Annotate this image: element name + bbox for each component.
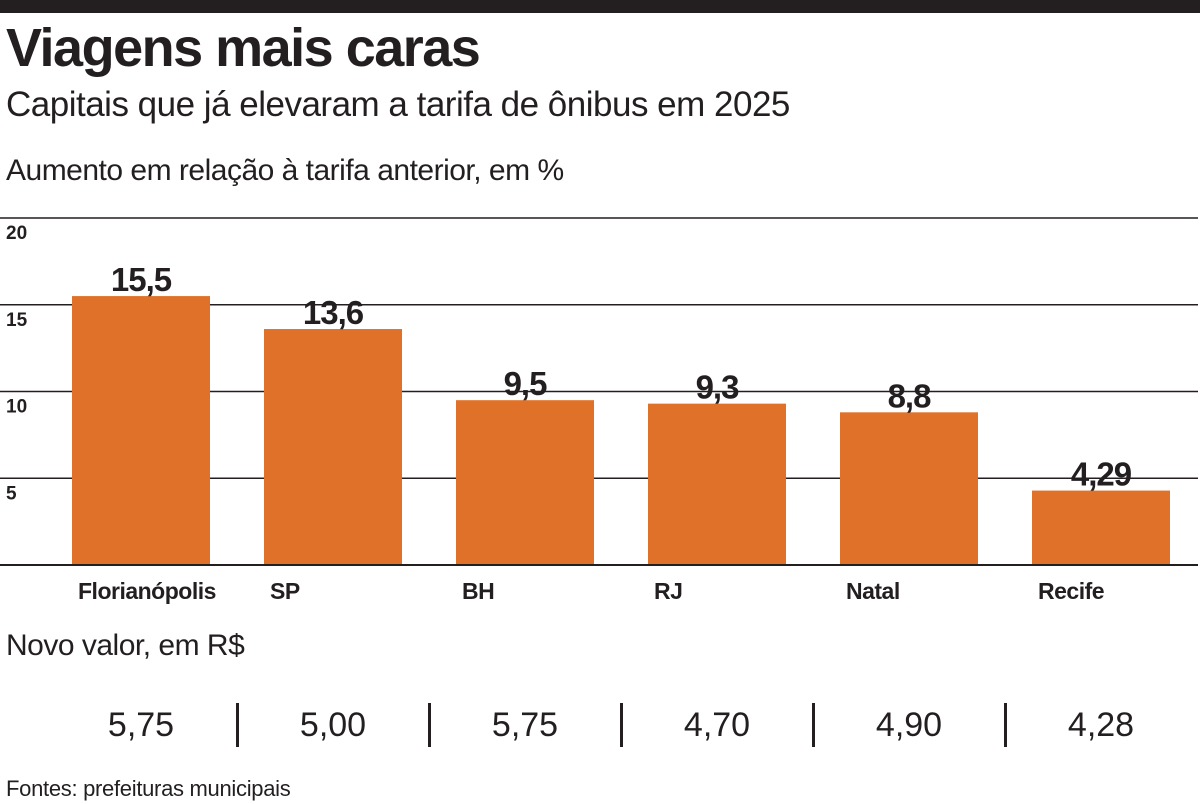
category-label: Natal	[846, 578, 900, 604]
data-label: 8,8	[888, 377, 932, 414]
data-label: 13,6	[303, 294, 364, 331]
price-separator	[620, 703, 623, 747]
bar-chart: 5 10 15 20 15,5 Florianópolis 13,6 SP 9,5 BH 9,3 RJ…	[0, 217, 1198, 604]
y-tick-label: 15	[6, 310, 28, 331]
data-label: 9,3	[696, 369, 740, 406]
data-label: 9,5	[504, 365, 548, 402]
category-label: BH	[462, 578, 494, 604]
top-rule	[0, 0, 1200, 13]
new-price-label: Novo valor, em R$	[6, 629, 245, 662]
chart-title: Viagens mais caras	[6, 18, 481, 78]
y-tick-label: 5	[6, 483, 17, 504]
bar	[840, 412, 978, 565]
bar	[648, 403, 786, 565]
price-separator	[428, 703, 431, 747]
category-label: RJ	[654, 578, 682, 604]
price-separator	[236, 703, 239, 747]
source-note: Fontes: prefeituras municipais	[6, 776, 291, 801]
bar	[264, 329, 402, 565]
category-label: SP	[270, 578, 300, 604]
price-separator	[1004, 703, 1007, 747]
price-value: 5,75	[491, 706, 559, 744]
y-tick-label: 20	[6, 223, 27, 244]
data-label: 4,29	[1071, 456, 1132, 493]
data-label: 15,5	[111, 261, 172, 298]
y-tick-label: 10	[6, 397, 27, 418]
price-value: 5,75	[107, 706, 175, 744]
bar	[456, 400, 594, 565]
bar	[1032, 490, 1170, 565]
price-value: 4,90	[875, 706, 943, 744]
price-value: 4,28	[1067, 706, 1135, 744]
category-label: Florianópolis	[78, 578, 216, 604]
y-axis-label: Aumento em relação à tarifa anterior, em…	[6, 154, 564, 187]
price-value: 5,00	[299, 706, 367, 744]
chart-subtitle: Capitais que já elevaram a tarifa de ôni…	[6, 85, 790, 124]
price-row: 5,75 5,00 5,75 4,70 4,90 4,28	[0, 700, 1200, 750]
category-label: Recife	[1038, 578, 1104, 604]
price-value: 4,70	[683, 706, 751, 744]
price-separator	[812, 703, 815, 747]
bar	[72, 296, 210, 565]
